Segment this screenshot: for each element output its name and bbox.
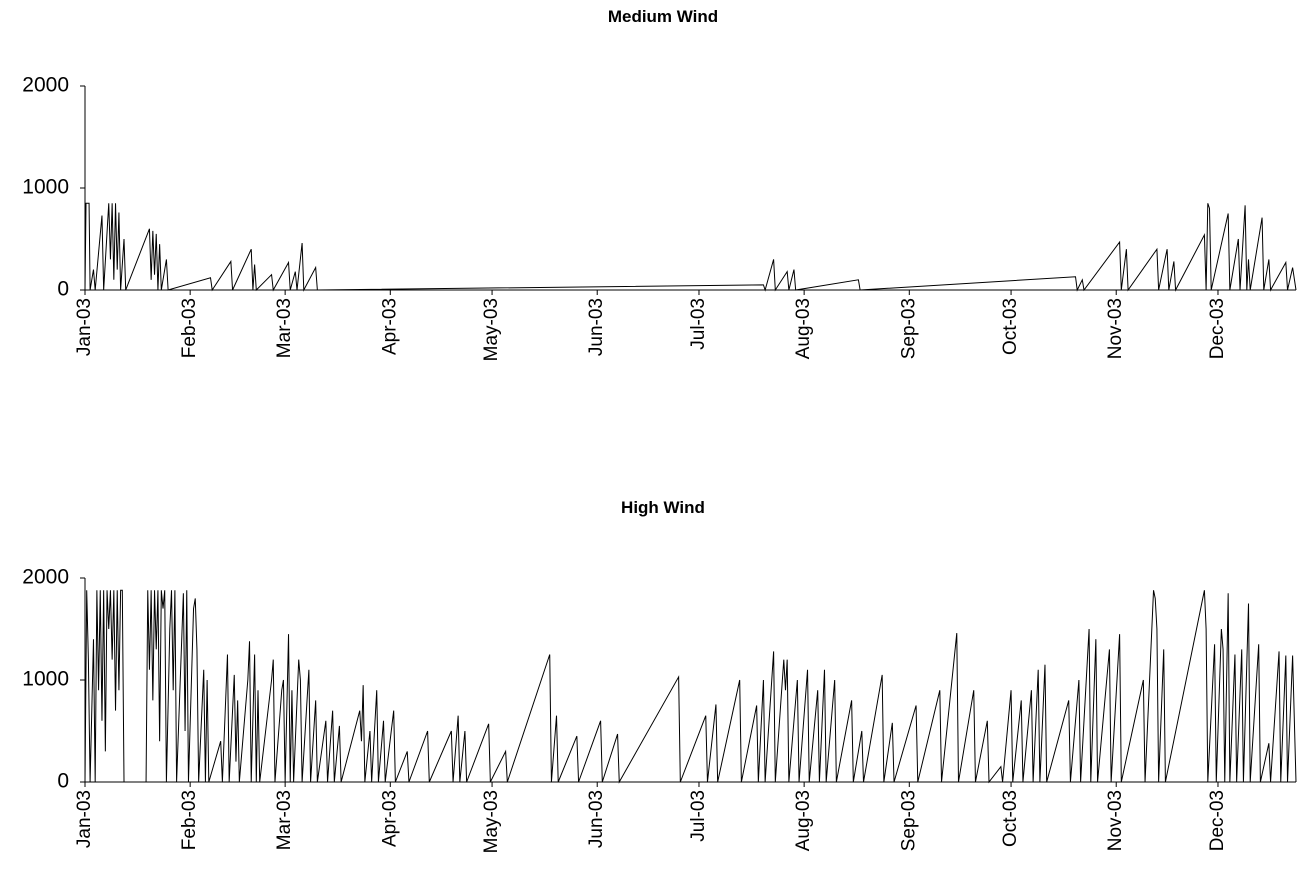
y-tick-label: 1000 — [22, 668, 69, 691]
data-line — [84, 202, 1297, 292]
x-tick-label: Sep-03 — [898, 790, 919, 851]
x-tick-label: Jun-03 — [586, 790, 607, 848]
x-tick-label: Nov-03 — [1105, 298, 1126, 359]
chart-title: High Wind — [621, 498, 705, 517]
x-tick-label: Jun-03 — [586, 298, 607, 356]
x-tick-label: Aug-03 — [793, 298, 814, 359]
x-tick-label: Dec-03 — [1207, 298, 1228, 359]
y-tick-label: 0 — [57, 770, 69, 793]
x-tick-label: Jan-03 — [74, 790, 95, 848]
chart-title: Medium Wind — [608, 7, 718, 26]
x-tick-label: Nov-03 — [1105, 790, 1126, 851]
y-tick-label: 1000 — [22, 176, 69, 199]
x-tick-label: Mar-03 — [274, 790, 295, 850]
y-tick-label: 0 — [57, 278, 69, 301]
x-tick-label: Apr-03 — [379, 298, 400, 355]
x-tick-label: May-03 — [481, 298, 502, 361]
data-line — [84, 589, 1297, 784]
x-tick-label: Apr-03 — [379, 790, 400, 847]
y-tick-label: 2000 — [22, 566, 69, 589]
x-tick-label: Jul-03 — [688, 298, 709, 350]
x-tick-label: May-03 — [481, 790, 502, 853]
x-tick-label: Feb-03 — [179, 298, 200, 358]
x-tick-label: Oct-03 — [1000, 298, 1021, 355]
x-tick-label: Oct-03 — [1000, 790, 1021, 847]
x-tick-label: Jul-03 — [688, 790, 709, 842]
x-tick-label: Jan-03 — [74, 298, 95, 356]
x-tick-label: Sep-03 — [898, 298, 919, 359]
y-tick-label: 2000 — [22, 74, 69, 97]
x-tick-label: Feb-03 — [179, 790, 200, 850]
x-tick-label: Aug-03 — [793, 790, 814, 851]
x-tick-label: Dec-03 — [1207, 790, 1228, 851]
x-tick-label: Mar-03 — [274, 298, 295, 358]
